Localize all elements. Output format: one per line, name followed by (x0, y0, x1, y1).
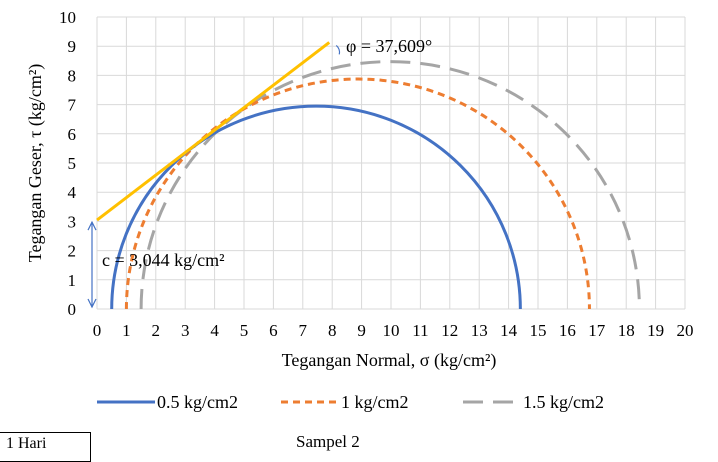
y-tick-label: 8 (68, 66, 77, 85)
y-tick-label: 4 (68, 183, 77, 202)
legend-label: 1.5 kg/cm2 (523, 392, 604, 412)
x-tick-labels: 0 1 2 3 4 5 6 7 8 9 10 11 12 13 14 15 16 17 18 19 20 (93, 321, 694, 340)
y-axis-title: Tegangan Geser, τ (kg/cm²) (25, 64, 46, 263)
cohesion-arrowhead-bottom (87, 298, 97, 309)
x-tick-label: 2 (152, 321, 161, 340)
x-tick-label: 15 (530, 321, 547, 340)
x-tick-label: 1 (122, 321, 131, 340)
failure-envelope (87, 41, 341, 309)
y-tick-label: 0 (68, 300, 77, 319)
cohesion-arrowhead-top (87, 220, 97, 231)
grid-lines (96, 16, 686, 310)
x-tick-label: 18 (618, 321, 635, 340)
x-tick-label: 6 (269, 321, 278, 340)
y-tick-label: 6 (68, 125, 77, 144)
mohr-circle (139, 60, 641, 310)
duration-label-box: 1 Hari (0, 432, 91, 462)
x-tick-label: 0 (93, 321, 102, 340)
legend-label: 0.5 kg/cm2 (157, 392, 238, 412)
mohr-circle (124, 77, 591, 310)
x-tick-label: 17 (588, 321, 606, 340)
x-axis-title: Tegangan Normal, σ (kg/cm²) (282, 350, 497, 371)
y-tick-label: 3 (68, 212, 77, 231)
sample-caption: Sampel 2 (296, 432, 360, 451)
mohr-circle (110, 104, 522, 310)
x-tick-label: 16 (559, 321, 576, 340)
phi-angle-arc (335, 44, 341, 55)
y-tick-label: 1 (68, 271, 77, 290)
x-tick-label: 13 (471, 321, 488, 340)
x-tick-label: 8 (328, 321, 337, 340)
x-tick-label: 3 (181, 321, 190, 340)
x-tick-label: 12 (441, 321, 458, 340)
y-tick-label: 10 (59, 8, 76, 27)
c-label: c = 3,044 kg/cm² (102, 250, 225, 270)
x-tick-label: 19 (647, 321, 664, 340)
y-tick-label: 7 (68, 96, 77, 115)
x-tick-label: 7 (299, 321, 308, 340)
duration-label: 1 Hari (6, 435, 47, 452)
mohr-circles (110, 60, 641, 310)
x-tick-label: 5 (240, 321, 249, 340)
x-tick-label: 11 (412, 321, 428, 340)
y-tick-label: 9 (68, 37, 77, 56)
legend: 0.5 kg/cm2 1 kg/cm2 1.5 kg/cm2 (97, 392, 604, 412)
y-tick-label: 2 (68, 242, 77, 261)
legend-label: 1 kg/cm2 (341, 392, 409, 412)
x-tick-label: 20 (677, 321, 694, 340)
y-tick-labels: 0 1 2 3 4 5 6 7 8 9 10 (59, 8, 77, 319)
x-tick-label: 4 (210, 321, 219, 340)
x-tick-label: 10 (383, 321, 400, 340)
y-tick-label: 5 (68, 154, 77, 173)
phi-label: φ = 37,609° (346, 36, 432, 56)
failure-envelope-line (96, 41, 331, 222)
x-tick-label: 9 (357, 321, 366, 340)
x-tick-label: 14 (500, 321, 518, 340)
